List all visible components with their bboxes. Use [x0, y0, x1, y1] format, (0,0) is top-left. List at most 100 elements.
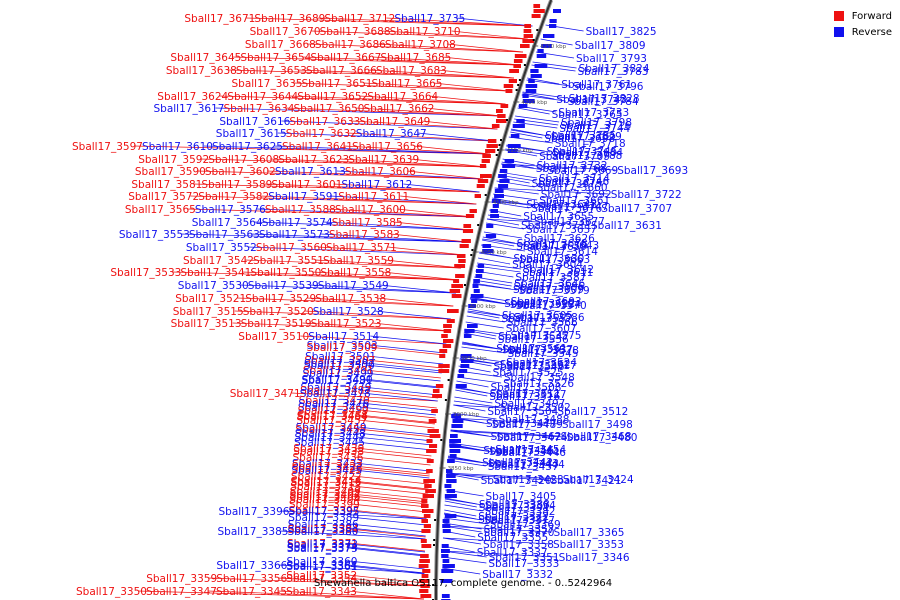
- gene-label: Sball17_3586: [514, 312, 585, 324]
- gene-label: Sball17_3668: [245, 39, 316, 51]
- legend-item-reverse: Reverse: [833, 24, 892, 40]
- gene-connector: [343, 145, 491, 155]
- gene-label: Sball17_3548: [504, 372, 575, 384]
- forward-gene-block: [446, 319, 455, 323]
- gene-connector: [291, 392, 438, 402]
- reverse-gene-block: [444, 514, 457, 518]
- forward-gene-block: [427, 429, 439, 433]
- reverse-gene-block: [441, 554, 449, 558]
- gene-connector: [237, 297, 454, 307]
- forward-gene-block: [439, 354, 446, 358]
- gene-label: Sball17_3364: [286, 560, 357, 572]
- reverse-gene-block: [482, 244, 492, 248]
- forward-gene-block: [420, 554, 429, 558]
- reverse-gene-block: [451, 414, 462, 418]
- gene-connector: [266, 170, 483, 180]
- reverse-gene-block: [534, 64, 548, 68]
- forward-gene-block: [423, 524, 431, 528]
- gene-label: Sball17_3560: [256, 242, 327, 254]
- gene-connector: [453, 404, 486, 412]
- gene-connector: [510, 129, 549, 137]
- forward-gene-block: [442, 344, 452, 348]
- gene-label: Sball17_3684: [552, 147, 623, 159]
- gene-label: Sball17_3366: [216, 560, 287, 572]
- gene-connector: [376, 43, 523, 53]
- forward-gene-block: [421, 519, 428, 523]
- gene-label: Sball17_3497: [494, 398, 565, 410]
- gene-label: Sball17_3361: [286, 561, 357, 573]
- forward-gene-block: [487, 139, 497, 143]
- gene-label: Sball17_3650: [294, 103, 365, 115]
- gene-label: Sball17_3710: [390, 26, 461, 38]
- reverse-gene-block: [449, 439, 461, 443]
- gene-connector: [193, 183, 480, 193]
- gene-label: Sball17_3433: [292, 458, 363, 470]
- gene-label: Sball17_3666: [306, 65, 377, 77]
- gene-label: Sball17_3626: [524, 233, 595, 245]
- gene-connector: [491, 201, 600, 209]
- gene-connector: [442, 556, 487, 564]
- gene-label: Sball17_3448: [295, 428, 366, 440]
- forward-gene-block: [419, 589, 429, 593]
- gene-label: Sball17_3784: [568, 96, 639, 108]
- gene-connector: [387, 246, 464, 256]
- gene-label: Sball17_3491: [303, 365, 374, 377]
- gene-label: Sball17_3498: [562, 419, 633, 431]
- forward-gene-block: [424, 484, 432, 488]
- forward-gene-block: [429, 434, 441, 438]
- marker-dot: [433, 544, 435, 546]
- gene-label: Sball17_3476: [298, 398, 369, 410]
- gene-label: Sball17_3396: [219, 506, 290, 518]
- gene-connector: [207, 590, 425, 600]
- gene-connector: [203, 145, 491, 155]
- gene-label: Sball17_3708: [385, 39, 456, 51]
- gene-label: Sball17_3446: [495, 447, 566, 459]
- forward-gene-block: [421, 574, 429, 578]
- reverse-gene-block: [507, 144, 521, 148]
- gene-connector: [357, 428, 434, 438]
- forward-gene-block: [439, 349, 448, 353]
- gene-connector: [467, 308, 501, 316]
- reverse-gene-block: [463, 334, 472, 338]
- map-caption: Shewanella baltica OS117, complete genom…: [314, 578, 613, 589]
- gene-connector: [479, 252, 518, 260]
- gene-connector: [379, 284, 456, 294]
- gene-label: Sball17_3589: [201, 179, 272, 191]
- reverse-gene-block: [467, 324, 478, 328]
- gene-connector: [349, 528, 426, 538]
- gene-connector: [362, 386, 439, 396]
- gene-label: Sball17_3798: [561, 117, 632, 129]
- gene-label: Sball17_3526: [503, 378, 574, 390]
- gene-label: Sball17_3635: [232, 78, 303, 90]
- gene-connector: [351, 120, 498, 130]
- gene-label: Sball17_3624: [157, 91, 228, 103]
- gene-connector: [453, 400, 498, 408]
- gene-connector: [370, 335, 447, 345]
- marker-dot: [536, 29, 539, 31]
- scale-tick-label: 4050 kbp: [481, 250, 507, 256]
- forward-gene-block: [443, 329, 452, 333]
- gene-label: Sball17_3597: [72, 141, 143, 153]
- gene-label: Sball17_3829: [551, 131, 622, 143]
- gene-connector: [347, 590, 425, 600]
- forward-gene-block: [480, 174, 492, 178]
- gene-label: Sball17_3562: [500, 359, 571, 371]
- forward-gene-block: [513, 64, 521, 68]
- forward-gene-block: [422, 494, 434, 498]
- gene-connector: [532, 61, 577, 69]
- gene-connector: [219, 95, 506, 105]
- forward-gene-block: [461, 239, 471, 243]
- gene-connector: [137, 590, 425, 600]
- gene-connector: [472, 283, 517, 291]
- gene-label: Sball17_3561: [496, 343, 567, 355]
- gene-label: Sball17_3382: [485, 506, 556, 518]
- gene-label: Sball17_3733: [558, 107, 629, 119]
- reverse-gene-block: [536, 54, 547, 58]
- gene-connector: [442, 550, 557, 558]
- forward-gene-block: [422, 569, 431, 573]
- gene-label: Sball17_3386: [288, 519, 359, 531]
- gene-connector: [348, 546, 425, 556]
- forward-gene-block: [509, 69, 519, 73]
- scale-tick-label: 3900 kbp: [453, 412, 479, 418]
- gene-label: Sball17_3587: [515, 272, 586, 284]
